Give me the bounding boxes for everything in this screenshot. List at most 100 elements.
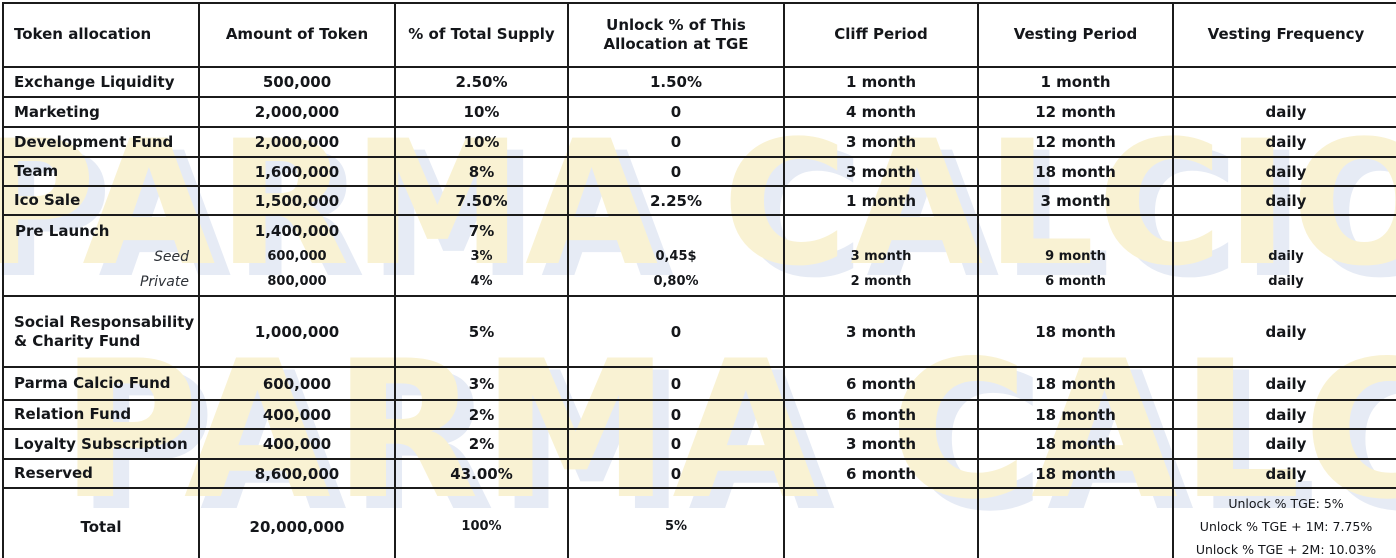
cell-cliff: 6 month [783,399,979,430]
cell-cliff: 3 month 2 month [783,214,979,297]
cell-allocation: Team [2,156,200,187]
cell-allocation: Loyalty Subscription [2,428,200,460]
header-row: Token allocation Amount of Token % of To… [2,2,1396,68]
cell-cliff: 3 month [783,126,979,158]
cell-total-label: Total [2,486,200,558]
cell-cliff: 4 month [783,96,979,128]
cell-allocation: Relation Fund [2,399,200,430]
cell-amount: 1,600,000 [198,156,396,187]
table-row-development-fund: Development Fund 2,000,000 10% 0 3 month… [2,126,1396,158]
cell-amount: 1,000,000 [198,295,396,368]
table-row-relation-fund: Relation Fund 400,000 2% 0 6 month 18 mo… [2,399,1396,430]
cell-vesting: 18 month [977,366,1174,401]
cell-pct-supply: 2% [394,428,569,460]
table-row-team: Team 1,600,000 8% 0 3 month 18 month dai… [2,156,1396,187]
column-header-unlock-tge: Unlock % of This Allocation at TGE [567,2,785,68]
cell-pct-supply: 10% [394,126,569,158]
cell-unlock-tge: 0 [567,295,785,368]
cell-vesting: 18 month [977,295,1174,368]
cell-allocation: Pre Launch Seed Private [2,214,200,297]
cell-cliff: 3 month [783,295,979,368]
cell-total-frequency: Unlock % TGE: 5% Unlock % TGE + 1M: 7.75… [1172,486,1396,558]
column-header-vesting-frequency: Vesting Frequency [1172,2,1396,68]
cell-total-amount: 20,000,000 [198,486,396,558]
cell-vesting: 18 month [977,399,1174,430]
cell-frequency: daily [1172,156,1396,187]
cell-unlock-tge: 0 [567,126,785,158]
cell-unlock-tge: 0 [567,96,785,128]
cell-total-unlock-tge: 5% [567,486,785,558]
cell-cliff: 6 month [783,458,979,489]
column-header-pct-supply: % of Total Supply [394,2,569,68]
cell-unlock-tge: 0 [567,428,785,460]
table-row-social-responsability: Social Responsability & Charity Fund 1,0… [2,295,1396,368]
total-unlock-tge-line: Unlock % TGE: 5% [1228,496,1344,511]
cell-allocation: Development Fund [2,126,200,158]
table-row-pre-launch-group: Pre Launch Seed Private 1,400,000 600,00… [2,214,1396,297]
cell-frequency: daily [1172,458,1396,489]
cell-amount: 500,000 [198,66,396,98]
column-header-cliff: Cliff Period [783,2,979,68]
cell-pct-supply: 7.50% [394,185,569,216]
cell-amount: 8,600,000 [198,458,396,489]
cell-frequency: daily [1172,96,1396,128]
cell-cliff: 1 month [783,185,979,216]
cell-amount: 400,000 [198,399,396,430]
cell-unlock-tge: 0 [567,156,785,187]
cell-vesting: 9 month 6 month [977,214,1174,297]
cell-cliff: 3 month [783,428,979,460]
cell-allocation: Ico Sale [2,185,200,216]
seed-label: Seed [154,248,189,265]
table-row-loyalty-subscription: Loyalty Subscription 400,000 2% 0 3 mont… [2,428,1396,460]
cell-vesting: 12 month [977,96,1174,128]
total-unlock-tge-1m-line: Unlock % TGE + 1M: 7.75% [1199,519,1373,535]
table-row-ico-sale: Ico Sale 1,500,000 7.50% 2.25% 1 month 3… [2,185,1396,216]
cell-pct-supply: 7% 3% 4% [394,214,569,297]
table-row-parma-calcio-fund: Parma Calcio Fund 600,000 3% 0 6 month 1… [2,366,1396,401]
cell-frequency: daily [1172,126,1396,158]
cell-unlock-tge: 2.25% [567,185,785,216]
column-header-amount: Amount of Token [198,2,396,68]
cell-pct-supply: 2.50% [394,66,569,98]
table-row-exchange-liquidity: Exchange Liquidity 500,000 2.50% 1.50% 1… [2,66,1396,98]
cell-cliff: 1 month [783,66,979,98]
cell-frequency: daily daily [1172,214,1396,297]
cell-unlock-tge: 0 [567,458,785,489]
cell-amount: 2,000,000 [198,126,396,158]
cell-total-cliff [783,486,979,558]
cell-vesting: 3 month [977,185,1174,216]
cell-frequency: daily [1172,366,1396,401]
cell-unlock-tge: 0 [567,366,785,401]
total-unlock-tge-2m-line: Unlock % TGE + 2M: 10.03% [1195,542,1377,558]
cell-vesting: 12 month [977,126,1174,158]
cell-amount: 1,400,000 600,000 800,000 [198,214,396,297]
cell-pct-supply: 5% [394,295,569,368]
table-row-marketing: Marketing 2,000,000 10% 0 4 month 12 mon… [2,96,1396,128]
table-row-reserved: Reserved 8,600,000 43.00% 0 6 month 18 m… [2,458,1396,489]
cell-vesting: 18 month [977,428,1174,460]
cell-vesting: 1 month [977,66,1174,98]
cell-vesting: 18 month [977,156,1174,187]
cell-unlock-tge: 1.50% [567,66,785,98]
pre-launch-label: Pre Launch [15,222,110,240]
cell-pct-supply: 3% [394,366,569,401]
cell-allocation: Social Responsability & Charity Fund [2,295,200,368]
cell-frequency: daily [1172,399,1396,430]
column-header-vesting-period: Vesting Period [977,2,1174,68]
cell-amount: 600,000 [198,366,396,401]
table-row-total: Total 20,000,000 100% 5% Unlock % TGE: 5… [2,486,1396,558]
cell-pct-supply: 8% [394,156,569,187]
cell-vesting: 18 month [977,458,1174,489]
cell-unlock-tge: 0,45$ 0,80% [567,214,785,297]
cell-frequency: daily [1172,428,1396,460]
cell-allocation: Reserved [2,458,200,489]
column-header-token-allocation: Token allocation [2,2,200,68]
cell-frequency: daily [1172,185,1396,216]
cell-amount: 400,000 [198,428,396,460]
cell-total-pct-supply: 100% [394,486,569,558]
private-label: Private [139,273,189,290]
cell-cliff: 3 month [783,156,979,187]
cell-pct-supply: 2% [394,399,569,430]
